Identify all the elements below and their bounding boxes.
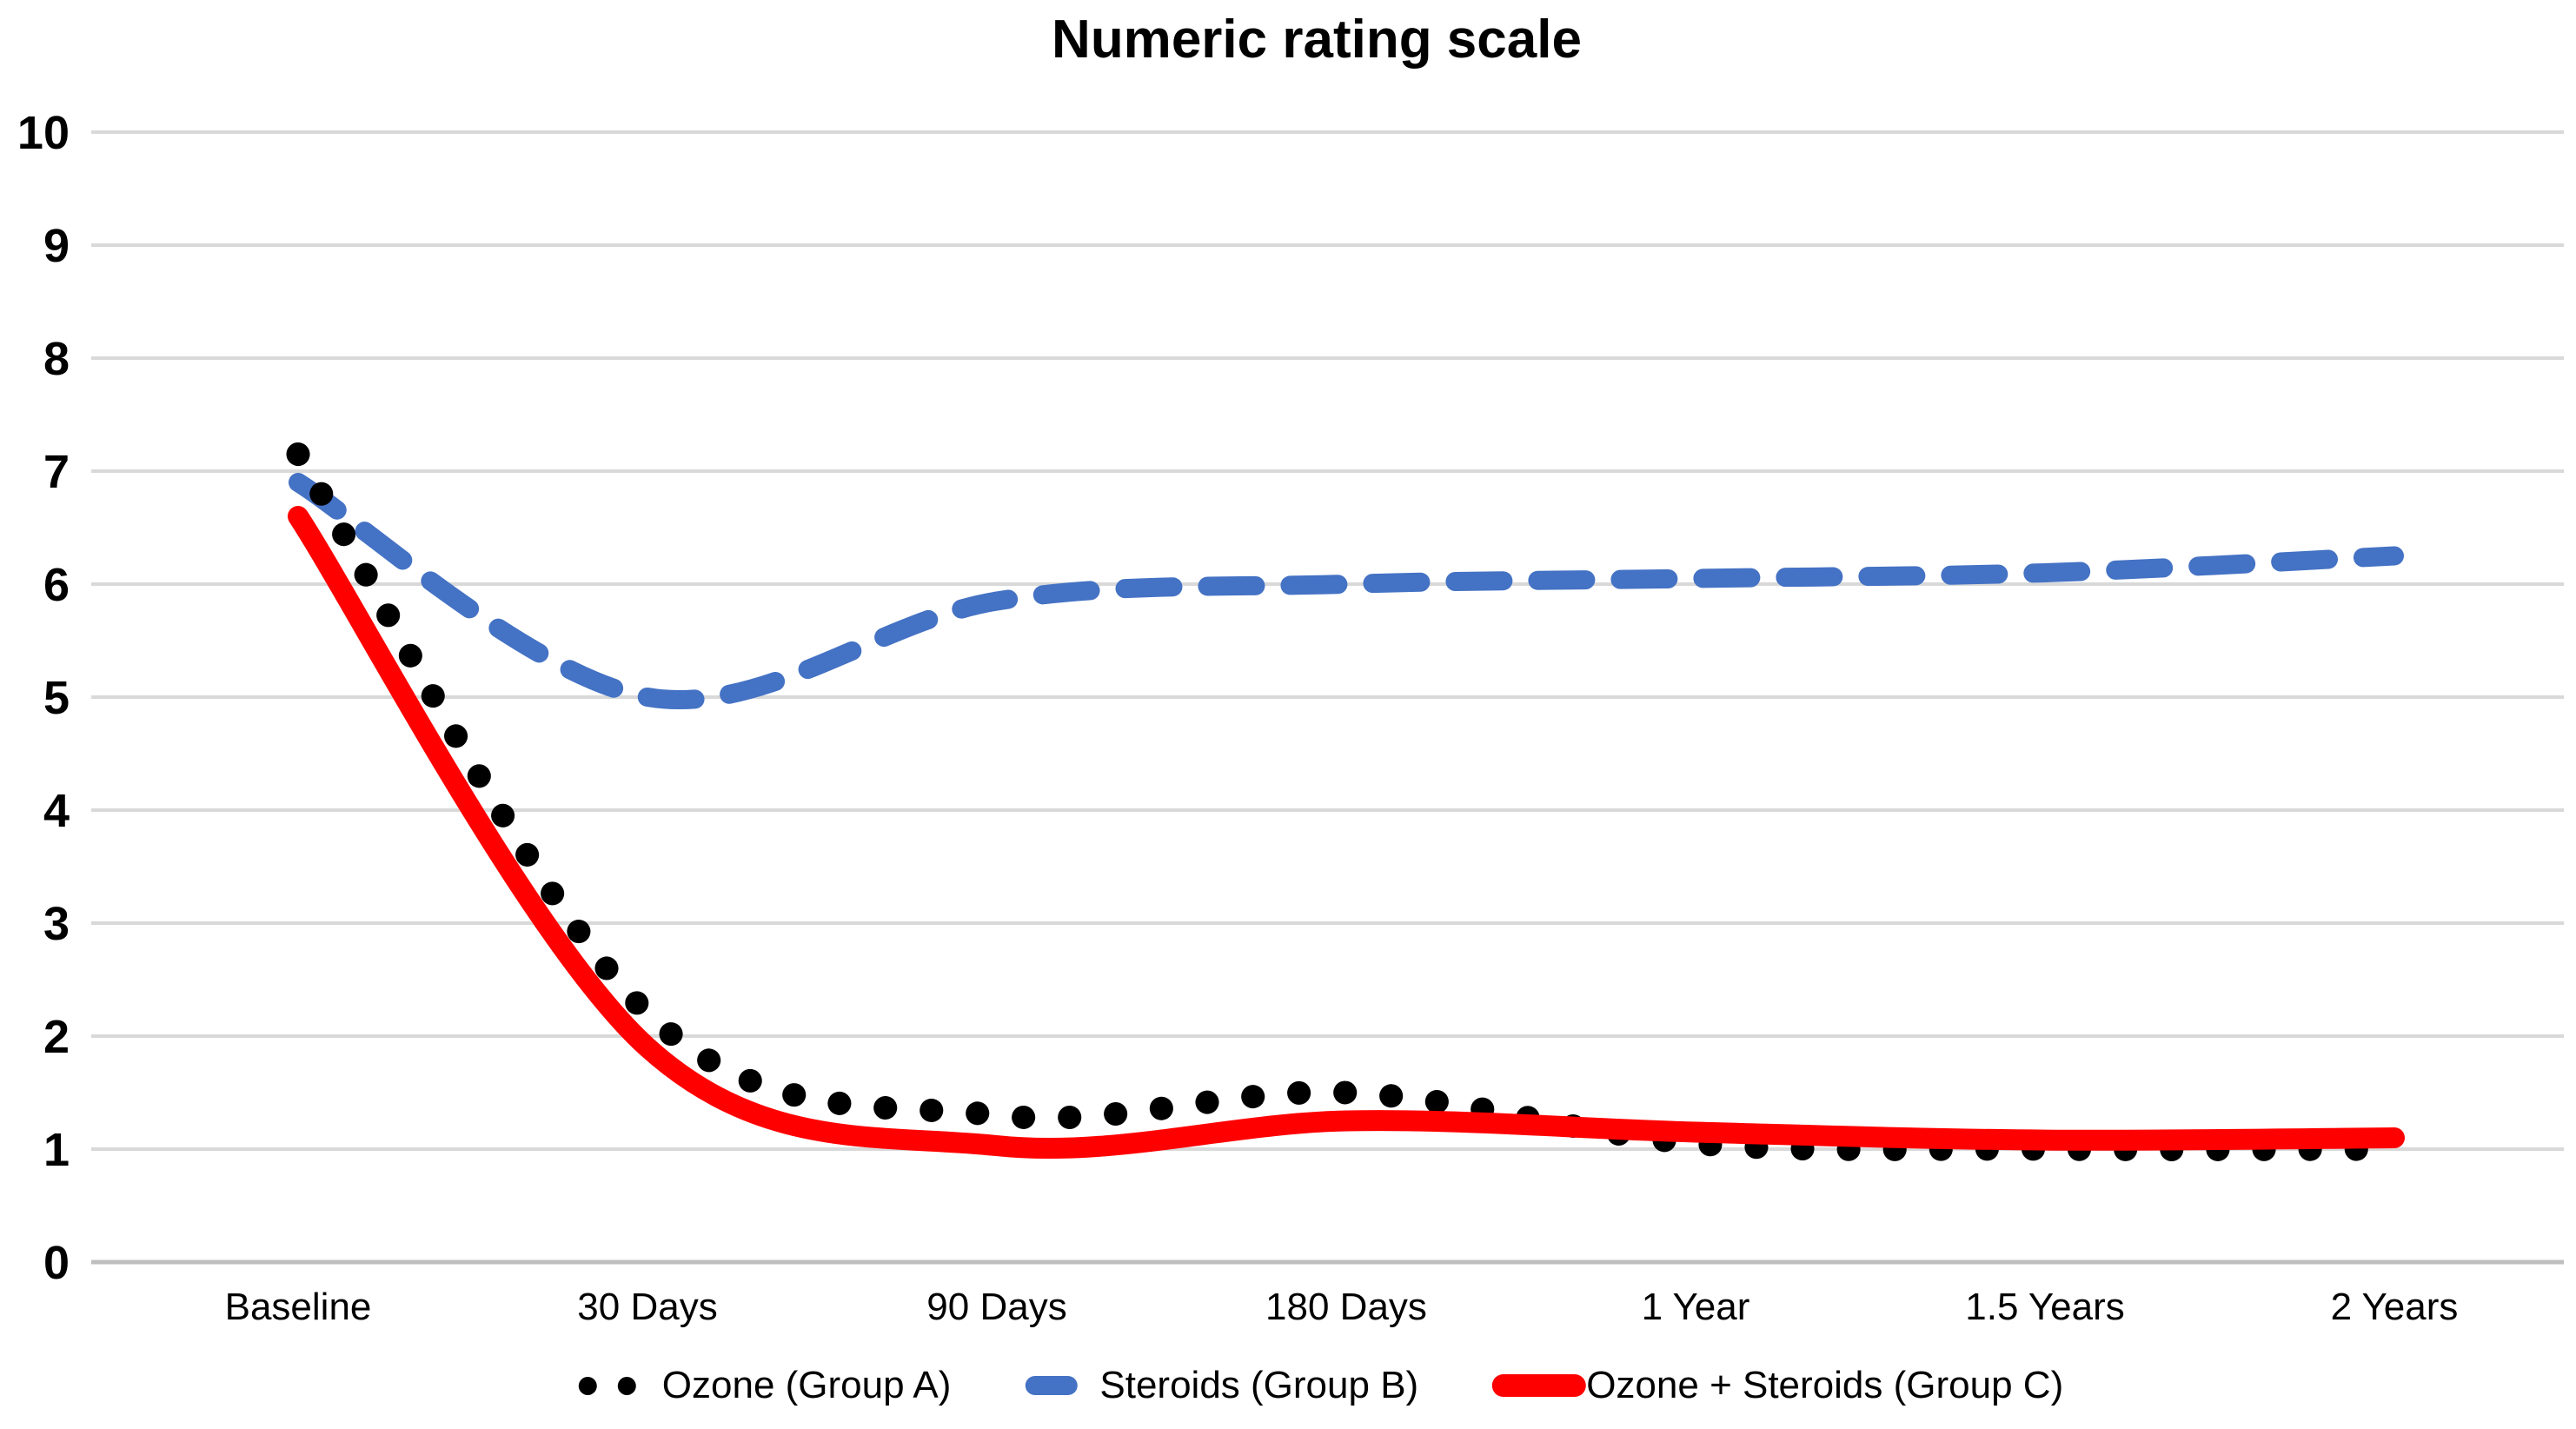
y-axis-tick-label: 7 [43,446,70,498]
y-axis-tick-label: 6 [43,559,70,611]
legend-swatch-dotted-line-icon [578,1376,636,1395]
x-axis-category-label: 2 Years [2331,1286,2459,1328]
y-axis-tick-label: 9 [43,220,70,272]
series-line-dotted [286,442,2407,1161]
legend-item-ozone-steroids-group-c: Ozone + Steroids (Group C) [1492,1366,2063,1405]
legend-swatch-solid-line-icon [1492,1374,1587,1397]
x-axis-category-label: Baseline [225,1286,372,1328]
x-axis-category-label: 1 Year [1642,1286,1750,1328]
y-axis-tick-label: 2 [43,1011,70,1063]
legend-swatch-dashed-line-icon [1025,1376,1078,1395]
legend-label-steroids-group-b: Steroids (Group B) [1099,1364,1419,1406]
x-axis-category-label: 30 Days [577,1286,717,1328]
legend-label-ozone-steroids-group-c: Ozone + Steroids (Group C) [1586,1364,2064,1406]
x-axis-category-label: 180 Days [1265,1286,1427,1328]
x-axis-category-label: 1.5 Years [1965,1286,2125,1328]
y-axis-tick-label: 1 [43,1124,70,1176]
y-axis-tick-label: 4 [43,785,70,837]
series-line-solid [288,506,2405,1160]
x-axis-category-label: 90 Days [926,1286,1066,1328]
chart-title: Numeric rating scale [1052,10,1582,70]
series-line-dashed [289,473,2404,710]
chart-legend: Ozone (Group A) Steroids (Group B) Ozone… [578,1364,2063,1406]
y-axis-tick-label: 5 [43,672,70,724]
legend-item-steroids-group-b: Steroids (Group B) [1025,1366,1418,1405]
legend-item-ozone-group-a: Ozone (Group A) [578,1364,952,1406]
legend-label-ozone-group-a: Ozone (Group A) [661,1364,952,1406]
y-axis-tick-label: 10 [17,107,70,159]
y-axis-tick-label: 0 [43,1237,70,1289]
y-axis-tick-label: 8 [43,333,70,385]
y-axis-tick-label: 3 [43,898,70,950]
